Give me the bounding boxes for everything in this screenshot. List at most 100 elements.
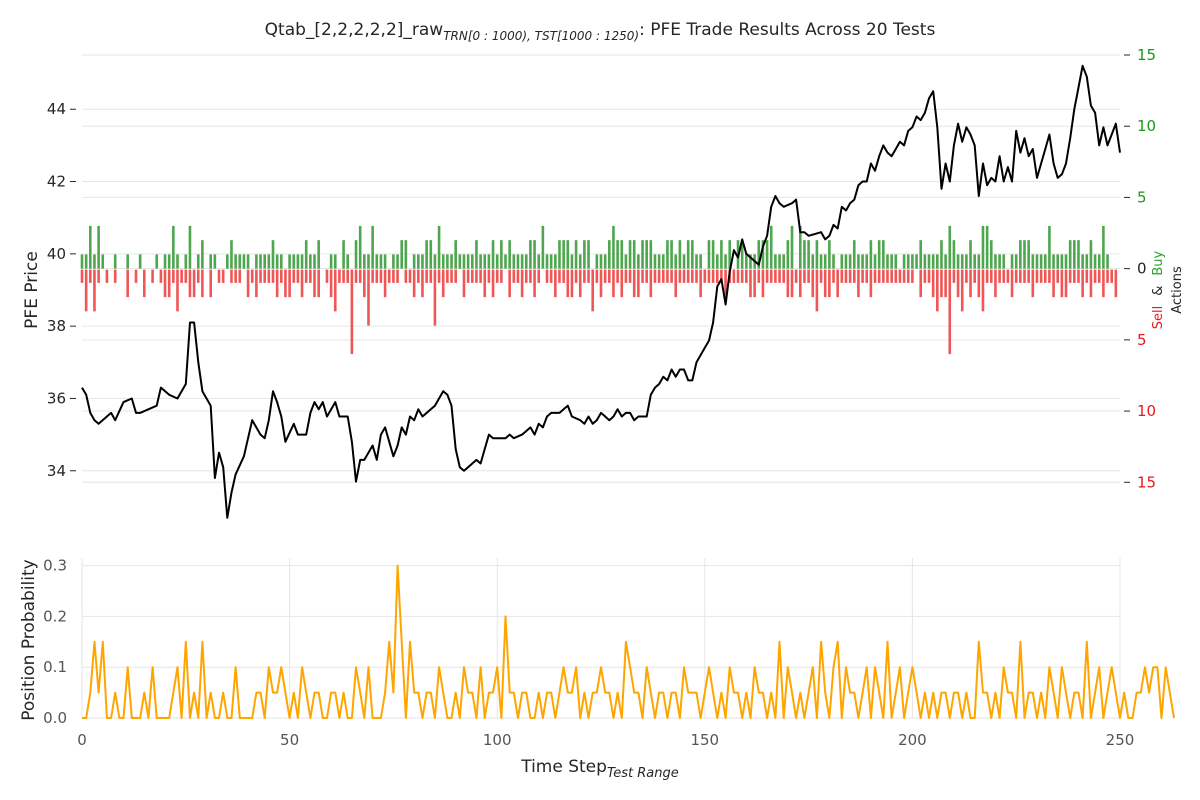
buy-bar — [649, 240, 653, 269]
chart-title: Qtab_[2,2,2,2,2]_rawTRN[0 : 1000), TST[1… — [265, 20, 936, 43]
plot-lines — [81, 64, 1175, 719]
buy-bar — [454, 240, 457, 269]
sell-bar — [848, 269, 852, 283]
sell-bar — [363, 269, 366, 298]
sell-bar — [408, 269, 412, 283]
sell-bar — [255, 269, 258, 298]
buy-bar — [271, 240, 275, 269]
sell-bar — [470, 269, 474, 283]
buy-bar — [554, 254, 557, 269]
buy-bar — [711, 240, 715, 269]
price-tick-label: 40 — [47, 245, 66, 263]
sell-bar — [491, 269, 495, 298]
buy-bar — [97, 225, 100, 269]
sell-bar — [612, 269, 615, 298]
buy-bar — [304, 240, 308, 269]
buy-bar — [848, 254, 852, 269]
sell-bar — [292, 269, 296, 283]
actions-axis-label: Sell & Buy — [1151, 250, 1166, 329]
sell-bar — [383, 269, 387, 298]
buy-bar — [1089, 240, 1093, 269]
sell-bar — [803, 269, 806, 283]
buy-bar — [1023, 240, 1026, 269]
sell-bar — [313, 269, 316, 298]
buy-bar — [288, 254, 291, 269]
buy-bar — [508, 240, 511, 269]
buy-bar — [1060, 254, 1064, 269]
sell-bar — [1043, 269, 1047, 283]
sell-bar — [653, 269, 657, 283]
buy-bar — [126, 254, 129, 269]
sell-bar — [333, 269, 337, 312]
sell-bar — [1002, 269, 1006, 283]
sell-bar — [296, 269, 300, 283]
buy-bar — [491, 240, 495, 269]
sell-bar — [329, 269, 333, 298]
buy-bar — [425, 240, 428, 269]
sell-bar — [1068, 269, 1072, 283]
buy-bar — [861, 254, 864, 269]
sell-bar — [936, 269, 939, 312]
sell-bar — [977, 269, 981, 298]
sell-bar — [828, 269, 831, 298]
sell-bar — [807, 269, 810, 283]
sell-bar — [956, 269, 960, 298]
buy-bar — [786, 240, 790, 269]
buy-bar — [470, 254, 474, 269]
sell-bar — [1056, 269, 1060, 283]
sell-bar — [1110, 269, 1113, 283]
buy-bar — [267, 254, 271, 269]
buy-bar — [670, 240, 673, 269]
sell-bar — [927, 269, 931, 283]
sell-bar — [554, 269, 557, 298]
buy-bar — [944, 254, 947, 269]
buy-bar — [657, 254, 661, 269]
buy-bar — [877, 240, 881, 269]
probability-line — [82, 564, 1175, 719]
xlabel-subscript: Test Range — [607, 766, 679, 781]
buy-bar — [807, 240, 810, 269]
sell-tick-label: 10 — [1137, 402, 1156, 420]
sell-bar — [387, 269, 391, 283]
sell-bar — [566, 269, 570, 298]
sell-bar — [520, 269, 524, 298]
buy-bar — [421, 254, 424, 269]
buy-bar — [832, 254, 835, 269]
sell-bar — [711, 269, 715, 283]
buy-bar — [462, 254, 466, 269]
buy-bar — [989, 240, 993, 269]
buy-bar — [823, 254, 827, 269]
sell-bar — [624, 269, 628, 283]
buy-bar — [184, 254, 188, 269]
sell-bar — [645, 269, 648, 283]
sell-bar — [1102, 269, 1105, 298]
ampersand-label: & — [1151, 286, 1166, 296]
sell-bar — [1093, 269, 1097, 283]
sell-bar — [392, 269, 395, 283]
sell-bar — [159, 269, 163, 283]
sell-bar — [707, 269, 711, 283]
title-suffix: : PFE Trade Results Across 20 Tests — [639, 20, 935, 40]
buy-bar — [574, 240, 578, 269]
sell-bar — [686, 269, 690, 283]
sell-bar — [396, 269, 399, 283]
sell-bar — [371, 269, 374, 283]
buy-bar — [520, 254, 524, 269]
buy-bar — [433, 254, 437, 269]
buy-bar — [188, 225, 192, 269]
sell-bar — [998, 269, 1001, 283]
buy-bar — [1085, 254, 1089, 269]
buy-bar — [259, 254, 262, 269]
sell-bar — [832, 269, 835, 283]
sell-bar — [960, 269, 964, 312]
buy-bar — [699, 254, 702, 269]
buy-bar — [429, 240, 433, 269]
buy-bar — [994, 254, 997, 269]
buy-bar — [852, 240, 856, 269]
sell-bar — [1073, 269, 1076, 283]
sell-bar — [578, 269, 582, 298]
buy-bar — [661, 254, 665, 269]
sell-bar — [404, 269, 408, 283]
sell-bar — [1048, 269, 1051, 283]
buy-bar — [819, 254, 823, 269]
